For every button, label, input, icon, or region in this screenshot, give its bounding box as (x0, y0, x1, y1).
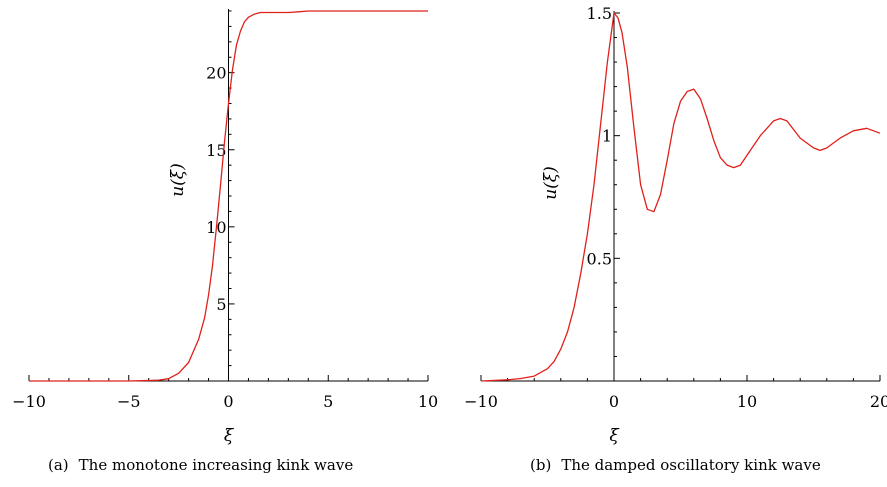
chart-b-y-tick-label: 0.5 (587, 249, 612, 268)
caption-a-text: The monotone increasing kink wave (78, 456, 354, 474)
chart-b-x-tick-label: −10 (464, 392, 498, 411)
chart-b-x-tick-label: 20 (870, 392, 887, 411)
chart-a-x-tick-label: 0 (223, 392, 233, 411)
chart-a-y-tick-label: 20 (206, 64, 226, 83)
caption-b: (b) The damped oscillatory kink wave (530, 456, 821, 474)
chart-b-x-tick-label: 10 (737, 392, 757, 411)
chart-b-y-label: u(ξ) (541, 166, 561, 200)
chart-b-x-tick-label: 0 (609, 392, 619, 411)
chart-a-y-tick-label: 15 (206, 141, 226, 160)
chart-b-series-line (480, 12, 881, 382)
chart-a-x-tick-label: 5 (323, 392, 333, 411)
caption-a-tag: (a) (48, 456, 69, 474)
chart-a-x-label: ξ (224, 426, 235, 446)
chart-a-x-tick-label: −10 (12, 392, 46, 411)
chart-a-y-label: u(ξ) (168, 163, 188, 197)
chart-b-y-tick-label: 1 (602, 127, 612, 146)
chart-a-series-line (29, 10, 428, 382)
chart-b-y-tick-label: 1.5 (587, 4, 612, 23)
caption-b-tag: (b) (530, 456, 552, 474)
chart-a-y-tick-label: 5 (216, 295, 226, 314)
caption-b-text: The damped oscillatory kink wave (561, 456, 821, 474)
chart-a-x-tick-label: 10 (418, 392, 438, 411)
chart-a-x-tick-label: −5 (117, 392, 141, 411)
chart-b-x-label: ξ (609, 426, 620, 446)
caption-a: (a) The monotone increasing kink wave (48, 456, 353, 474)
